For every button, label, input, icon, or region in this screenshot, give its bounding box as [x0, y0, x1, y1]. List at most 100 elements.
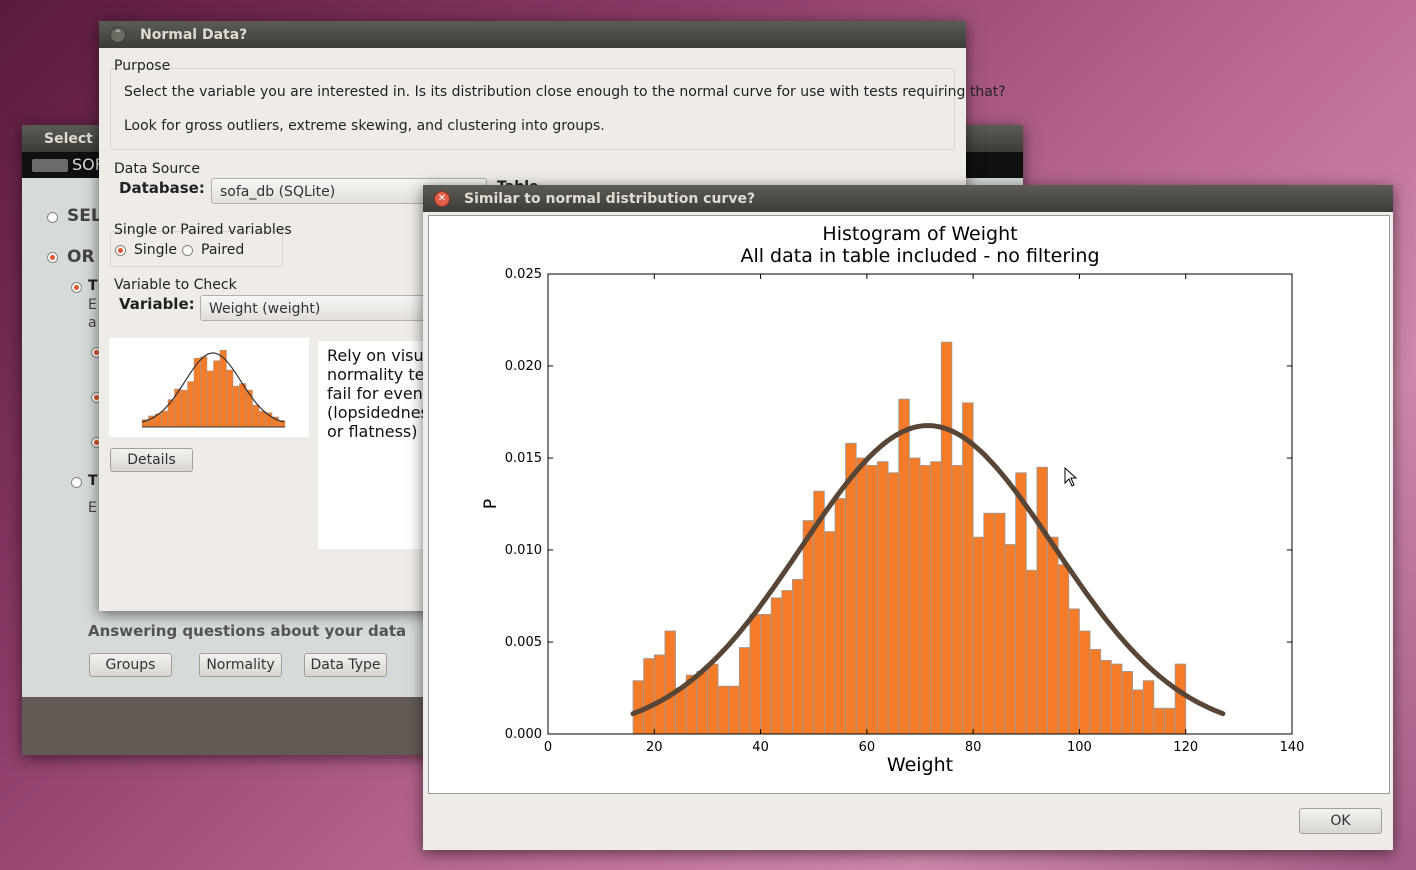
histogram-bar — [1132, 689, 1144, 735]
histogram-bar — [1068, 608, 1080, 735]
radio-select[interactable] — [47, 212, 58, 223]
thumbnail-curve — [141, 352, 285, 423]
database-value: sofa_db (SQLite) — [220, 184, 336, 200]
thumbnail-bar — [252, 404, 260, 428]
histogram-bar — [1153, 707, 1165, 735]
help-text: Rely on visu normality te fail for even (lo… — [327, 346, 428, 441]
single-paired-frame — [110, 231, 283, 267]
histogram-bar — [749, 613, 761, 735]
ok-button[interactable]: OK — [1299, 808, 1382, 834]
histogram-bar — [653, 654, 666, 735]
x-tick-label: 40 — [752, 740, 769, 755]
histogram-bar — [643, 658, 655, 735]
purpose-label: Purpose — [114, 58, 171, 74]
text-e: E — [88, 297, 97, 313]
radio-t2[interactable] — [71, 477, 82, 488]
logo-text: SOF — [72, 155, 104, 174]
variable-value: Weight (weight) — [209, 301, 321, 317]
help-text-line: Rely on visu — [327, 346, 424, 365]
histogram-bar — [877, 461, 889, 735]
histogram-bar — [1015, 472, 1027, 735]
normal-curve-line — [630, 423, 1226, 717]
histogram-bar — [738, 647, 751, 735]
y-tick-label: 0.025 — [505, 267, 542, 282]
chart-window: ✕ Similar to normal distribution curve? … — [423, 185, 1393, 850]
thumbnail-bar — [161, 410, 169, 428]
single-label: Single — [134, 242, 178, 258]
y-tick-label: 0.010 — [505, 543, 542, 558]
normal-thumbnail-chart — [141, 350, 286, 428]
datasource-label: Data Source — [114, 161, 200, 177]
histogram-bar — [1174, 663, 1187, 735]
histogram-bar — [887, 472, 900, 735]
purpose-line-2: Look for gross outliers, extreme skewing… — [124, 118, 605, 134]
histogram-bar — [834, 498, 847, 735]
minimize-circle-icon[interactable]: ⌃ — [110, 27, 126, 43]
paired-label: Paired — [201, 242, 245, 258]
help-text-box: Rely on visu normality te fail for even (lo… — [318, 341, 428, 549]
histogram-bar — [664, 630, 676, 735]
paired-radio[interactable] — [182, 245, 193, 256]
histogram-bar — [866, 464, 878, 735]
x-tick-label: 140 — [1280, 740, 1305, 755]
histogram-bar — [930, 461, 942, 735]
histogram-bar — [1142, 680, 1155, 735]
histogram-bar — [760, 613, 772, 735]
histogram-bar — [728, 685, 740, 735]
groups-button[interactable]: Groups — [89, 653, 172, 677]
y-tick-label: 0.005 — [505, 635, 542, 650]
thumbnail-bar — [239, 383, 247, 428]
radio-t1[interactable] — [71, 282, 82, 293]
variable-check-label: Variable to Check — [114, 277, 237, 293]
single-radio[interactable] — [115, 245, 126, 256]
histogram-bar — [717, 685, 730, 735]
y-tick-label: 0.000 — [505, 727, 542, 742]
thumbnail-bar — [206, 370, 214, 428]
select-window-title: Select — [44, 131, 93, 147]
normality-button[interactable]: Normality — [199, 653, 282, 677]
x-axis-label: Weight — [887, 754, 953, 776]
x-tick-label: 20 — [646, 740, 663, 755]
histogram-bar — [1025, 569, 1038, 735]
histogram-bar — [972, 536, 985, 735]
histogram-bar — [898, 398, 910, 735]
purpose-frame — [110, 68, 955, 150]
histogram-bar — [1057, 564, 1070, 735]
radio-select-label: SEL — [67, 206, 102, 226]
x-tick-label: 60 — [859, 740, 876, 755]
thumbnail-bar — [219, 350, 227, 428]
histogram-bar — [696, 671, 708, 735]
histogram-bar — [1121, 671, 1133, 735]
x-tick-label: 80 — [965, 740, 982, 755]
x-tick-label: 120 — [1173, 740, 1198, 755]
histogram-bar — [707, 663, 719, 735]
chart-window-titlebar[interactable]: ✕ Similar to normal distribution curve? — [423, 185, 1393, 212]
thumbnail-bar — [232, 385, 240, 428]
x-tick-label: 100 — [1067, 740, 1092, 755]
radio-t2-label: T — [88, 473, 98, 489]
histogram-bar — [983, 512, 995, 735]
radio-or[interactable] — [47, 252, 58, 263]
chart-panel: Histogram of Weight All data in table inc… — [428, 215, 1390, 794]
normal-data-titlebar[interactable]: ⌃ Normal Data? — [99, 21, 966, 48]
text-a: a — [88, 315, 97, 331]
histogram-bar — [951, 464, 963, 735]
variable-combo[interactable]: Weight (weight) — [200, 295, 440, 321]
x-tick-label: 0 — [544, 740, 552, 755]
histogram-bar — [675, 687, 687, 735]
histogram-bar — [770, 597, 783, 735]
database-label: Database: — [119, 179, 205, 197]
histogram-bar — [1100, 659, 1112, 735]
radio-t1-label: T — [88, 278, 98, 294]
normal-data-title: Normal Data? — [140, 27, 248, 43]
y-tick-label: 0.020 — [505, 359, 542, 374]
y-tick-label: 0.015 — [505, 451, 542, 466]
chart-window-title: Similar to normal distribution curve? — [464, 191, 756, 207]
close-icon[interactable]: ✕ — [434, 191, 450, 207]
details-button[interactable]: Details — [110, 448, 193, 472]
thumbnail-bar — [258, 410, 266, 428]
histogram-bar — [802, 520, 815, 735]
text-e2: E — [88, 500, 97, 516]
datatype-button[interactable]: Data Type — [304, 653, 387, 677]
